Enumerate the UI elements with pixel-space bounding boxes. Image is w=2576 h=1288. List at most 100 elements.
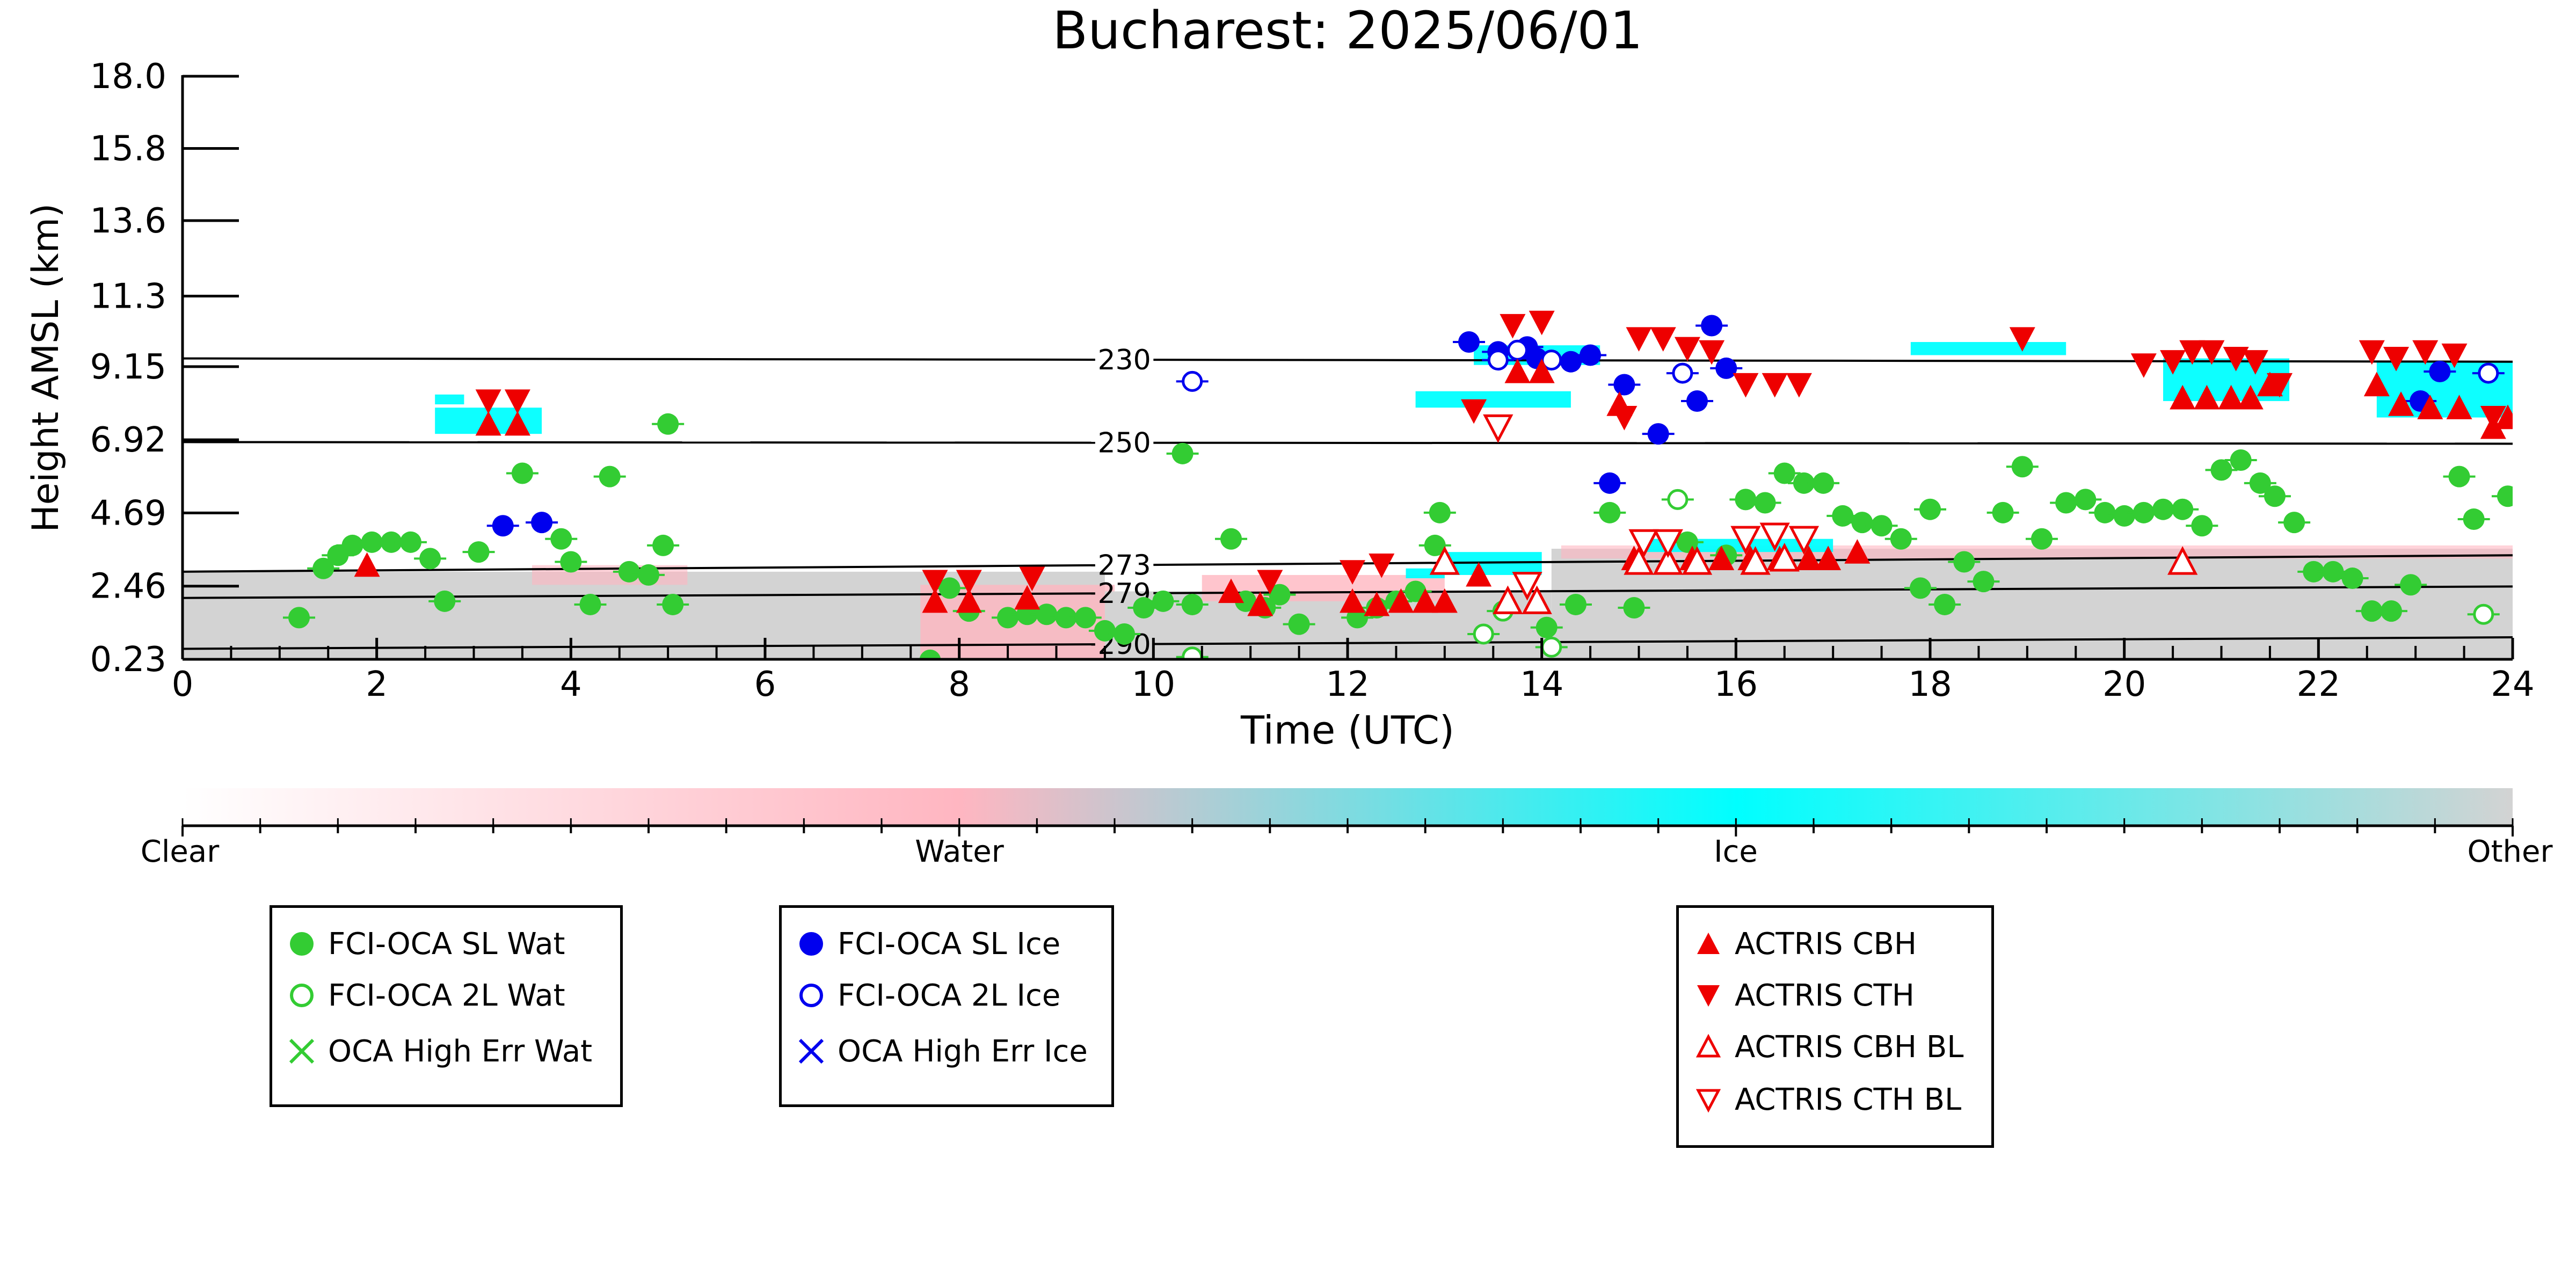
data-point [1388,588,1414,613]
data-point [1529,359,1555,383]
colorbar-label-other: Other [2467,834,2553,869]
data-point [1512,572,1542,601]
data-point [1844,539,1871,564]
filled-circle-icon [799,932,823,956]
legend-item-cbh-bl: ACTRIS CBH BL [1679,1023,1963,1071]
cross-icon [798,1038,824,1064]
data-point [2341,567,2363,590]
isotherm-line [1153,585,2513,594]
data-point [1171,442,1194,464]
data-point [1560,351,1582,373]
cross-icon [289,1038,315,1064]
data-point [1701,315,1723,337]
data-point [922,588,948,613]
data-point [1220,528,1242,550]
data-point [1074,607,1096,629]
data-point [2223,346,2249,372]
data-point [1832,505,1854,527]
data-point [1762,373,1788,398]
data-point [2446,395,2472,419]
legend-label: OCA High Err Wat [328,1034,593,1069]
data-point [1364,591,1390,616]
data-point [492,515,514,537]
data-point [504,389,530,414]
y-tick-label: 6.92 [90,420,167,460]
data-point [2388,391,2414,416]
data-point [1340,560,1366,585]
data-point [2412,340,2439,365]
data-point [1754,492,1776,514]
data-point [1890,528,1912,550]
data-point [618,561,640,583]
x-tick-label: 12 [1326,665,1369,704]
x-tick-label: 22 [2297,665,2340,704]
ice-mask-region [435,394,464,405]
data-point [1759,522,1790,551]
data-point [657,413,679,435]
data-point [1288,613,1310,635]
data-point [1257,570,1283,595]
data-point [1992,501,2014,523]
data-point [1626,327,1652,352]
data-point [1628,529,1659,558]
data-point [2179,340,2206,365]
data-point [511,462,533,484]
data-point [475,389,501,414]
colorbar-label-ice: Ice [1714,834,1758,869]
data-point [550,528,572,550]
data-point [1529,310,1555,336]
data-point [1650,327,1676,352]
data-point [1730,526,1761,555]
legend-label: FCI-OCA SL Wat [328,926,565,962]
data-point [2218,384,2244,410]
x-tick-label: 8 [948,665,970,704]
data-point [2210,459,2232,481]
data-point [1429,546,1460,575]
data-point [2075,489,2097,511]
data-point [1019,566,1045,592]
data-point [1487,350,1509,371]
x-tick-label: 4 [560,665,582,704]
legend-label: FCI-OCA 2L Wat [328,978,565,1013]
data-point [1871,515,1893,537]
data-point [1424,534,1446,556]
data-point [1686,390,1708,412]
data-point [1909,577,1931,599]
data-point [1599,501,1621,523]
data-point [354,552,380,577]
legend-item-cbh: ACTRIS CBH [1679,920,1917,968]
x-tick-label: 6 [754,665,776,704]
data-point [1114,623,1136,645]
data-point [2480,405,2506,431]
ice-mask-region [1415,391,1571,408]
data-point [2363,372,2390,397]
legend-item-2l-ice: FCI-OCA 2L Ice [782,971,1060,1020]
data-point [288,607,310,629]
data-point [1182,370,1203,392]
data-point [1507,339,1528,361]
data-point [1795,545,1822,570]
y-tick-label: 0.23 [90,640,167,680]
legend-item-higherr-ice: OCA High Err Ice [782,1027,1088,1075]
data-point [1773,462,1795,484]
data-point [2497,485,2513,507]
open-circle-icon [290,984,314,1007]
legend-label: OCA High Err Ice [838,1034,1088,1069]
data-point [1653,546,1683,575]
data-point [1934,593,1956,615]
data-point [2473,603,2494,625]
x-tick-label: 10 [1132,665,1175,704]
data-point [2303,561,2325,583]
data-point [2267,373,2293,398]
data-point [1793,472,1815,494]
data-point [1613,374,1635,396]
legend-item-higherr-wat: OCA High Err Wat [272,1027,592,1075]
data-point [1461,399,1487,424]
data-point [2417,395,2443,419]
data-point [560,551,582,573]
data-point [2055,492,2077,514]
x-tick-label: 2 [366,665,388,704]
data-point [2264,485,2286,507]
